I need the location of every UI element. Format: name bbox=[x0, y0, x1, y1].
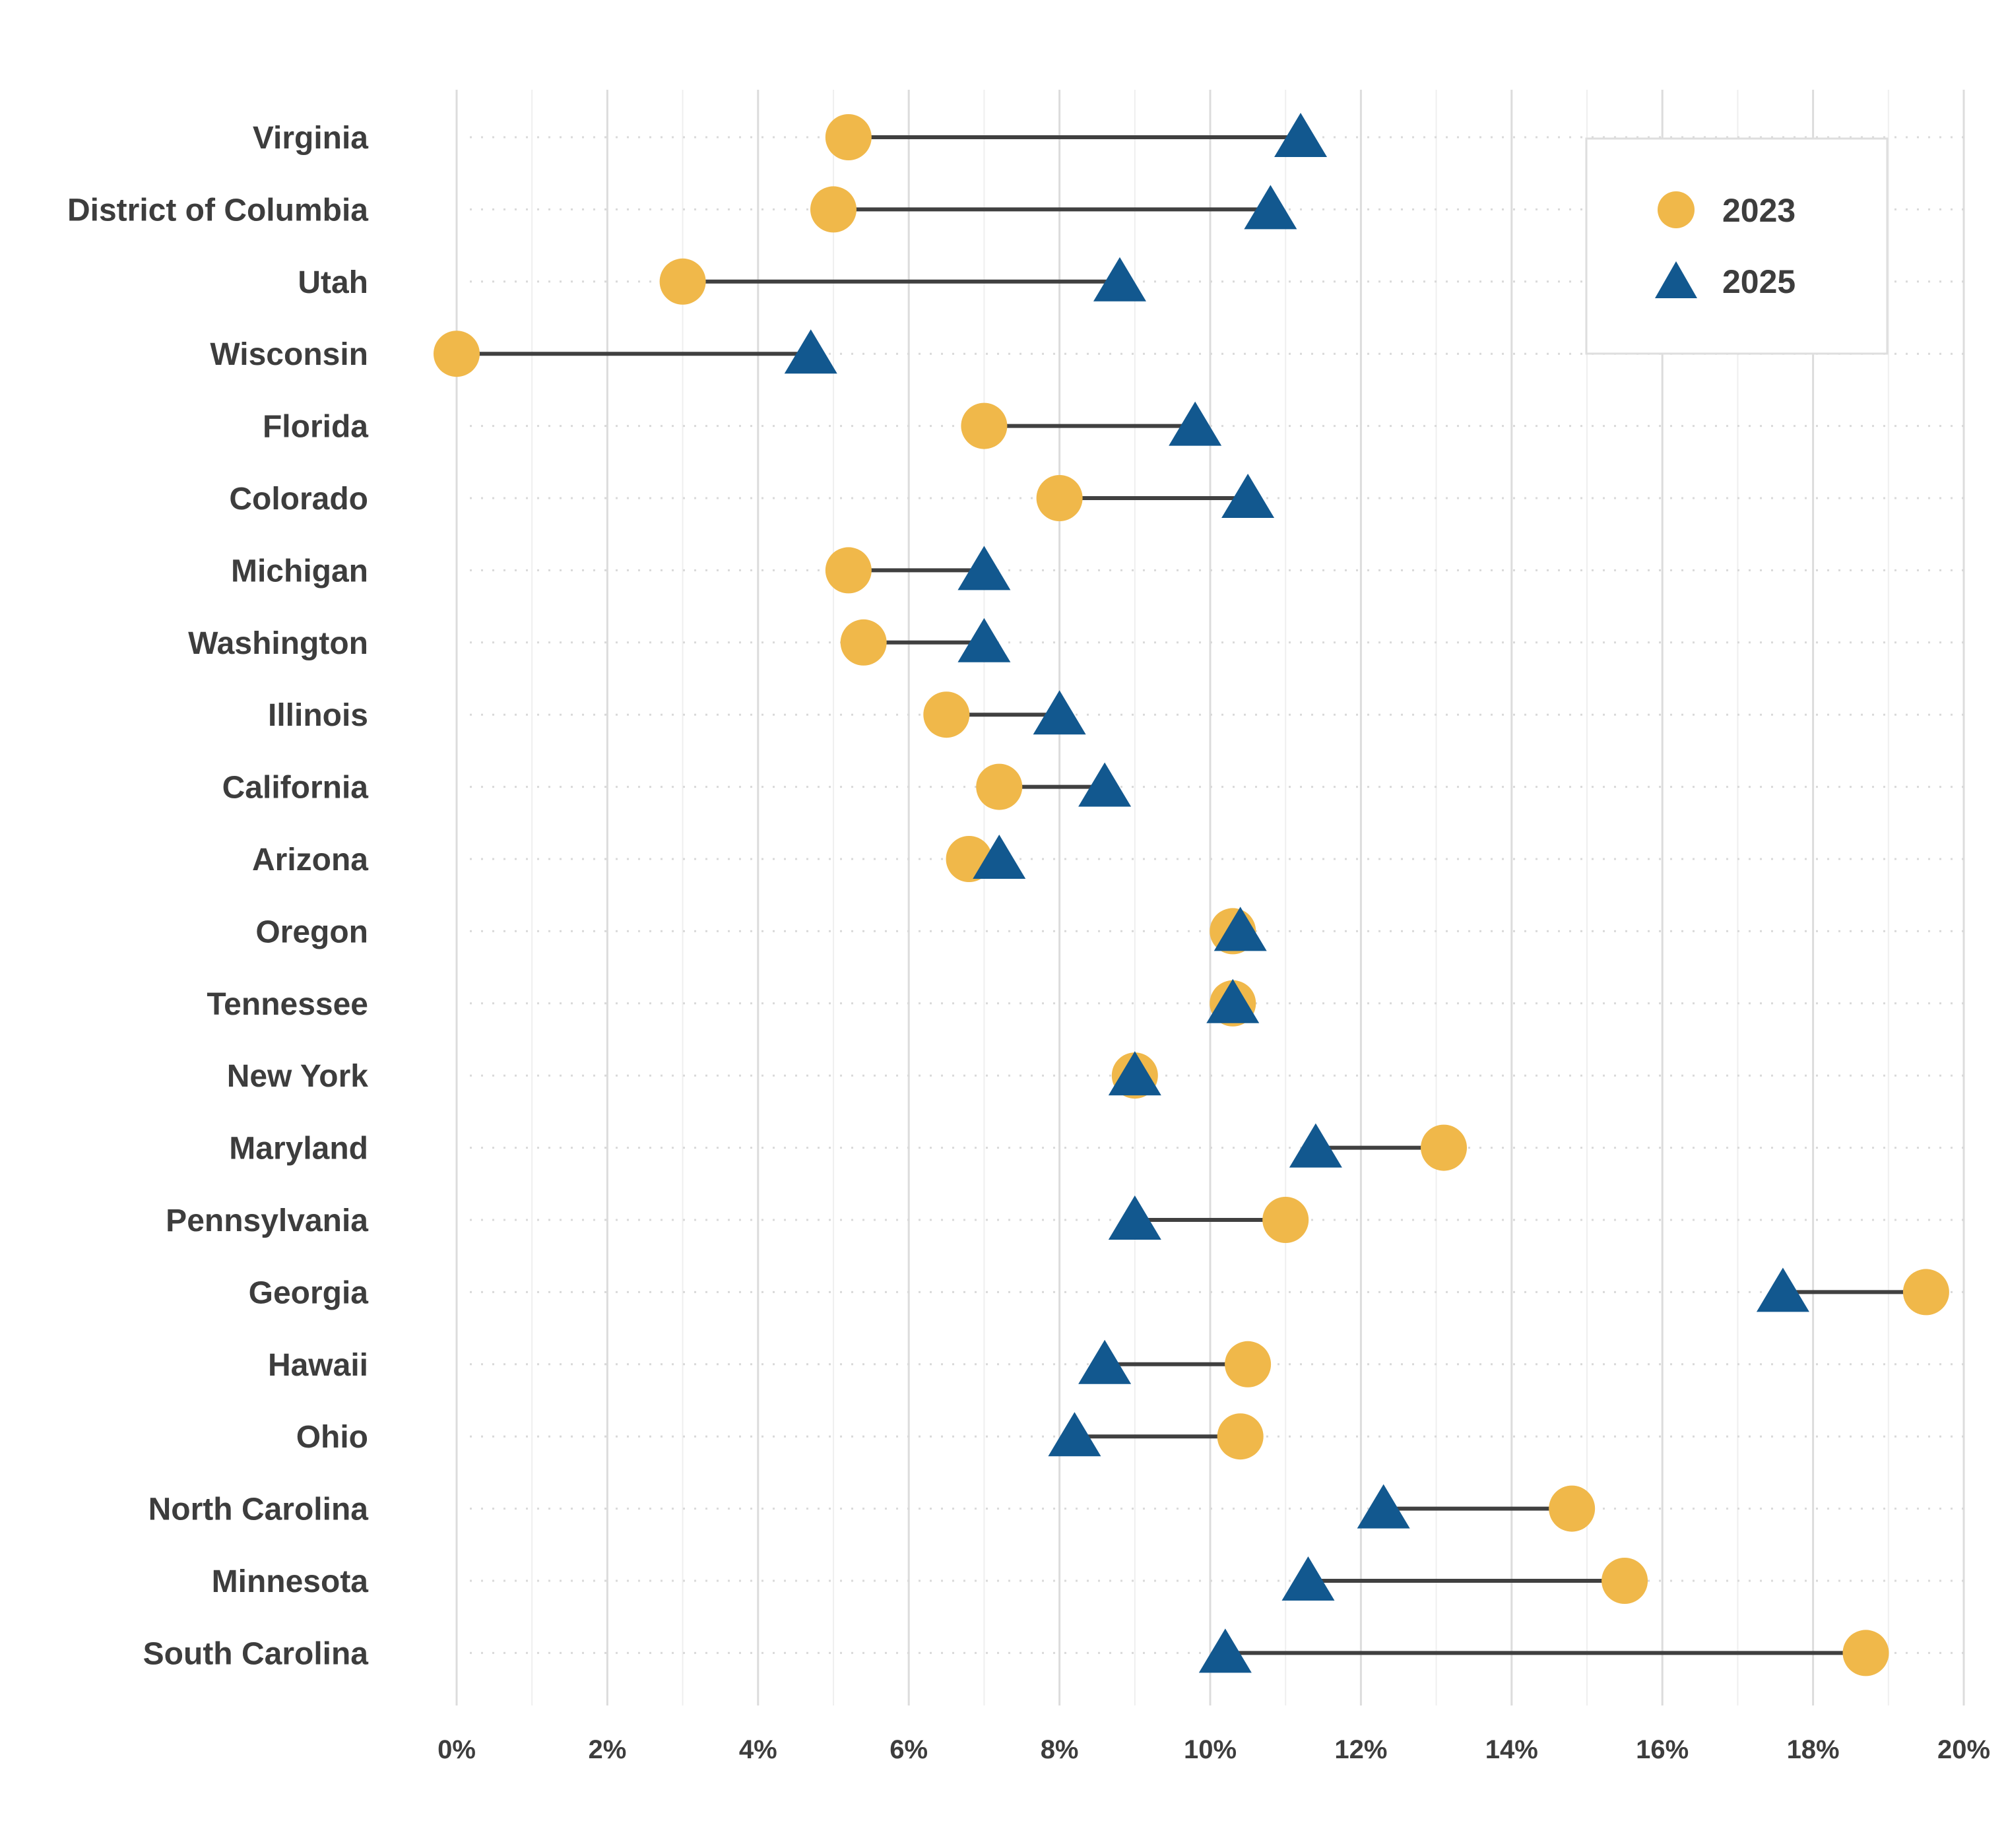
legend: 2023 2025 bbox=[1585, 137, 1889, 355]
point-2023 bbox=[961, 402, 1008, 449]
x-tick-label: 16% bbox=[1636, 1735, 1689, 1764]
point-2025 bbox=[957, 618, 1011, 662]
category-label: District of Columbia bbox=[67, 193, 368, 228]
point-2023 bbox=[1602, 1558, 1648, 1604]
marker-layer bbox=[434, 113, 1949, 1676]
point-2023 bbox=[1549, 1485, 1596, 1532]
x-tick-label: 12% bbox=[1334, 1735, 1387, 1764]
category-label: California bbox=[222, 771, 369, 806]
point-2023 bbox=[1225, 1341, 1272, 1387]
category-label: Hawaii bbox=[268, 1348, 368, 1383]
category-label: Virginia bbox=[253, 121, 368, 156]
point-2023 bbox=[434, 331, 480, 377]
point-2025 bbox=[1206, 978, 1260, 1023]
point-2025 bbox=[957, 546, 1011, 590]
legend-2025-marker bbox=[1655, 261, 1697, 298]
point-2023 bbox=[1262, 1197, 1309, 1243]
point-2023 bbox=[659, 258, 706, 305]
category-label: Maryland bbox=[229, 1131, 368, 1166]
point-2025 bbox=[1244, 185, 1297, 230]
category-label: Florida bbox=[263, 410, 368, 445]
point-2025 bbox=[1357, 1484, 1410, 1529]
category-label: Utah bbox=[298, 265, 368, 300]
legend-2023-label: 2023 bbox=[1722, 192, 1796, 229]
point-2025 bbox=[1756, 1267, 1809, 1312]
category-label: Tennessee bbox=[207, 987, 368, 1022]
category-label: North Carolina bbox=[148, 1492, 369, 1527]
category-label: Colorado bbox=[229, 482, 368, 517]
point-2025 bbox=[973, 835, 1026, 879]
x-tick-label: 8% bbox=[1041, 1735, 1079, 1764]
point-2025 bbox=[1033, 690, 1086, 735]
connector-layer bbox=[457, 135, 1926, 1655]
category-label: Georgia bbox=[249, 1275, 369, 1310]
x-tick-label: 0% bbox=[437, 1735, 476, 1764]
x-tick-label: 14% bbox=[1485, 1735, 1538, 1764]
point-2023 bbox=[976, 763, 1023, 810]
category-label: Pennsylvania bbox=[166, 1203, 368, 1238]
point-2025 bbox=[1213, 907, 1267, 951]
category-label: Arizona bbox=[252, 843, 368, 877]
x-tick-label: 6% bbox=[890, 1735, 928, 1764]
point-2023 bbox=[1842, 1630, 1889, 1676]
point-2023 bbox=[825, 547, 872, 594]
legend-box bbox=[1585, 137, 1889, 355]
point-2025 bbox=[1281, 1556, 1335, 1601]
point-2025 bbox=[1198, 1628, 1252, 1673]
point-2025 bbox=[1221, 474, 1275, 518]
legend-2025-label: 2025 bbox=[1722, 263, 1796, 300]
label-layer: 0% 2% 4% 6% 8% 10% 12% 14% 16% 18% 20% Virginia Dist… bbox=[67, 121, 1990, 1764]
category-label: New York bbox=[227, 1059, 369, 1094]
point-2025 bbox=[1093, 257, 1146, 302]
legend-2023-marker bbox=[1658, 191, 1695, 228]
point-2025 bbox=[1108, 1195, 1161, 1240]
point-2023 bbox=[825, 114, 872, 160]
point-2023 bbox=[810, 186, 857, 233]
point-2025 bbox=[1048, 1412, 1101, 1457]
point-2025 bbox=[1289, 1123, 1342, 1168]
x-tick-label: 20% bbox=[1937, 1735, 1990, 1764]
category-label: Wisconsin bbox=[210, 337, 368, 372]
category-label: South Carolina bbox=[143, 1636, 369, 1671]
point-2023 bbox=[1036, 475, 1083, 521]
point-2023 bbox=[1217, 1413, 1264, 1460]
category-label: Ohio bbox=[296, 1420, 368, 1455]
category-label: Michigan bbox=[231, 554, 368, 589]
point-2025 bbox=[1108, 1051, 1161, 1096]
x-tick-label: 18% bbox=[1787, 1735, 1840, 1764]
category-label: Minnesota bbox=[212, 1564, 369, 1599]
point-2023 bbox=[1421, 1124, 1468, 1171]
category-label: Illinois bbox=[268, 698, 368, 733]
category-label: Washington bbox=[188, 626, 368, 661]
point-2025 bbox=[1169, 401, 1222, 446]
x-tick-label: 2% bbox=[588, 1735, 626, 1764]
point-2025 bbox=[1078, 1339, 1132, 1384]
point-2025 bbox=[784, 329, 837, 374]
point-2023 bbox=[923, 691, 970, 738]
category-label: Oregon bbox=[255, 914, 368, 949]
point-2025 bbox=[1078, 762, 1132, 807]
x-tick-label: 4% bbox=[739, 1735, 777, 1764]
point-2023 bbox=[1902, 1269, 1949, 1316]
x-tick-label: 10% bbox=[1184, 1735, 1237, 1764]
point-2023 bbox=[840, 619, 887, 666]
point-2025 bbox=[1274, 113, 1328, 157]
